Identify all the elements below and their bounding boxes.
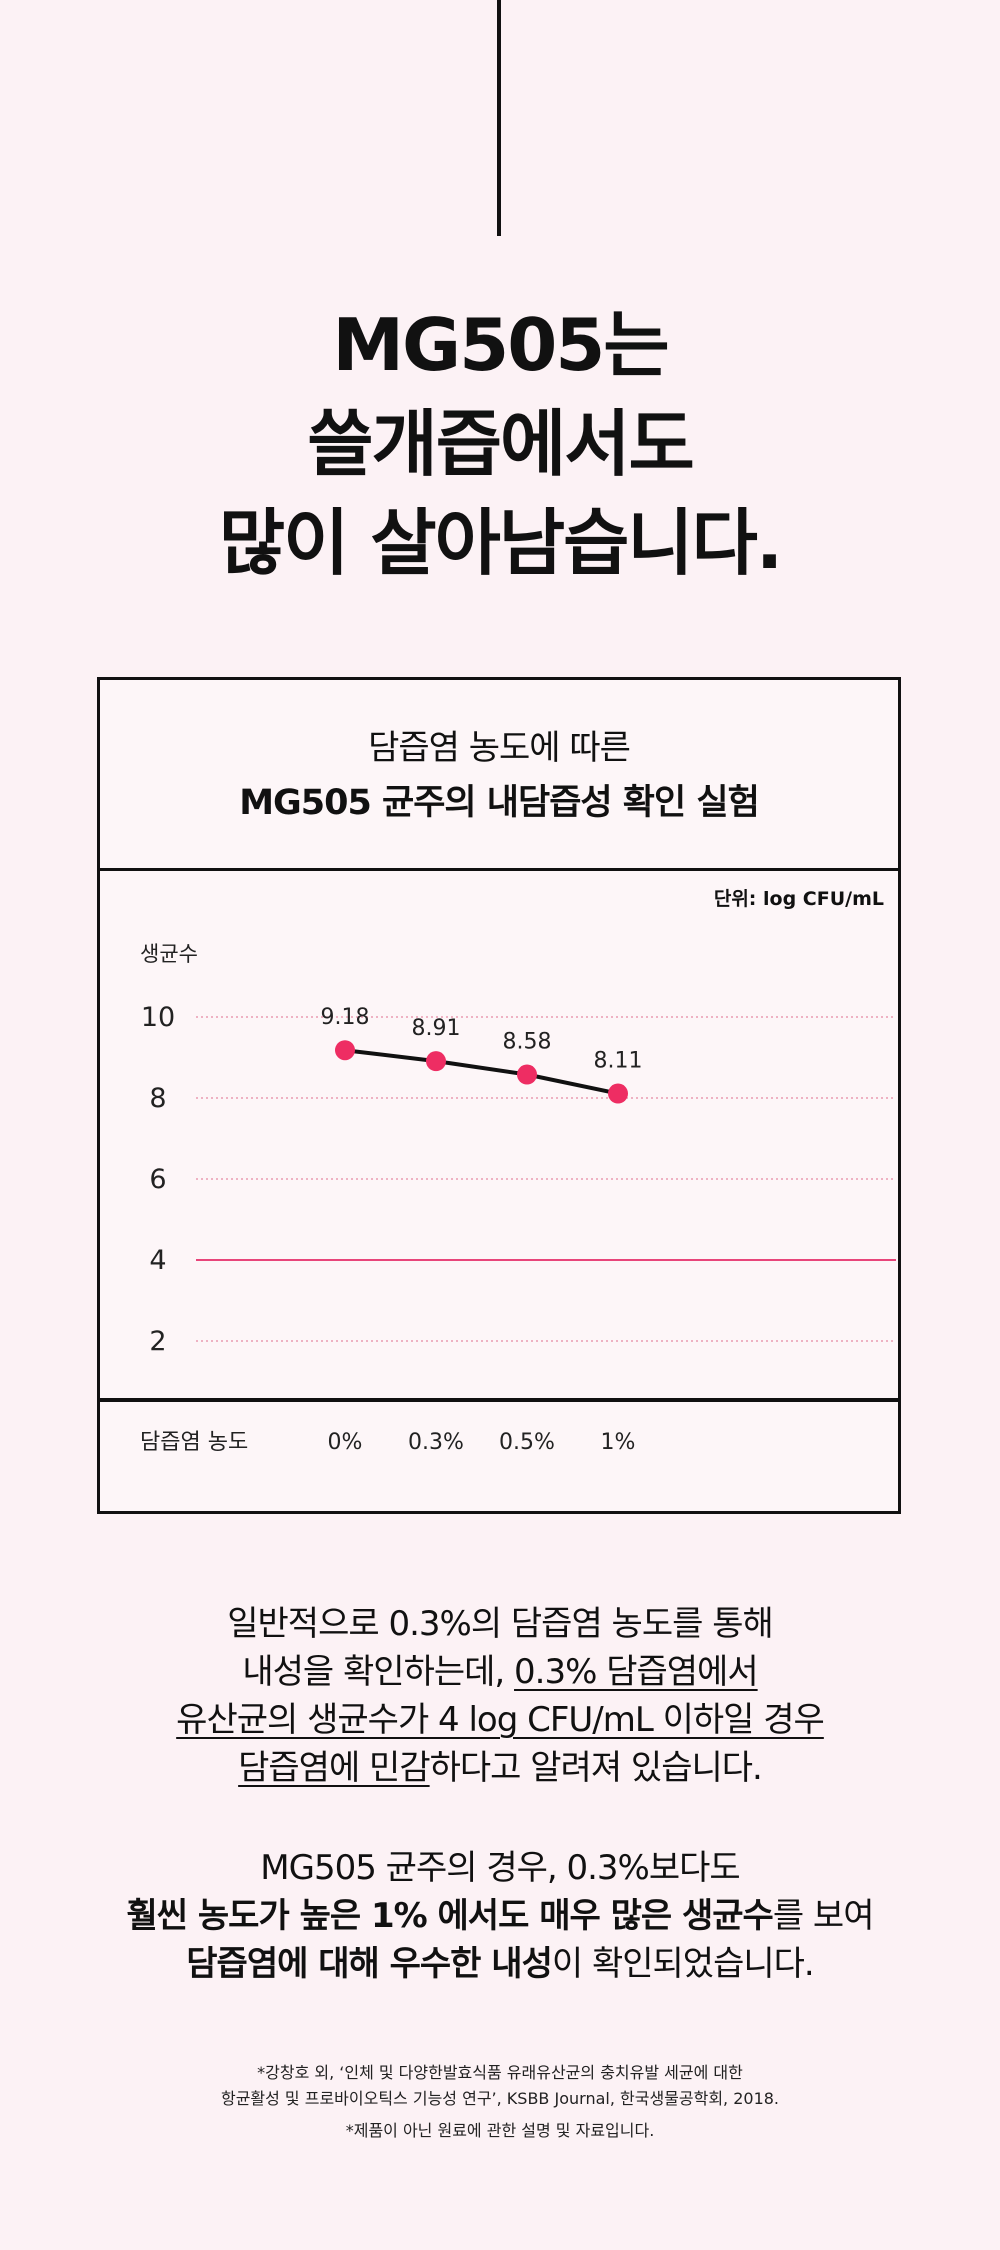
data-label: 9.18 <box>321 1005 370 1030</box>
y-tick-label: 6 <box>149 1164 166 1195</box>
explanation-1-line-2: 내성을 확인하는데, 0.3% 담즙염에서 <box>0 1648 1000 1696</box>
explanation-1-line-3-underline: 유산균의 생균수가 4 log CFU/mL 이하일 경우 <box>176 1700 825 1740</box>
explanation-2-line-3-text: 이 확인되었습니다. <box>551 1944 815 1984</box>
footnote: *강창호 외, ‘인체 및 다양한발효식품 유래유산균의 충치유발 세균에 대한… <box>0 2060 1000 2144</box>
x-tick-label: 0.3% <box>408 1430 464 1455</box>
explanation-2-line-3-bold: 담즙염에 대해 우수한 내성 <box>186 1944 553 1984</box>
explanation-1-line-4-underline: 담즙염에 민감 <box>238 1748 430 1788</box>
y-tick-label: 10 <box>141 1002 175 1033</box>
headline-line-3: 많이 살아남습니다. <box>218 501 783 585</box>
unit-label: 단위: log CFU/mL <box>714 888 884 910</box>
data-point <box>335 1040 355 1061</box>
explanation-2-line-2-text: 를 보여 <box>772 1896 875 1936</box>
top-divider-line <box>497 0 501 236</box>
footnote-line-1: *강창호 외, ‘인체 및 다양한발효식품 유래유산균의 충치유발 세균에 대한 <box>257 2063 743 2082</box>
explanation-2-line-3: 담즙염에 대해 우수한 내성이 확인되었습니다. <box>0 1940 1000 1988</box>
data-label: 8.11 <box>594 1049 643 1074</box>
explanation-2-line-2: 훨씬 농도가 높은 1% 에서도 매우 많은 생균수를 보여 <box>0 1892 1000 1940</box>
chart-title-line-2: MG505 균주의 내담즙성 확인 실험 <box>239 783 760 823</box>
explanation-paragraph-1: 일반적으로 0.3%의 담즙염 농도를 통해 내성을 확인하는데, 0.3% 담… <box>0 1600 1000 1792</box>
explanation-1-line-4: 담즙염에 민감하다고 알려져 있습니다. <box>0 1744 1000 1792</box>
explanation-2-line-2-bold: 훨씬 농도가 높은 1% 에서도 매우 많은 생균수 <box>126 1896 774 1936</box>
y-tick-label: 2 <box>149 1326 166 1357</box>
y-axis-label: 생균수 <box>140 942 198 966</box>
x-axis-label: 담즙염 농도 <box>140 1430 248 1455</box>
explanation-1-line-3: 유산균의 생균수가 4 log CFU/mL 이하일 경우 <box>0 1696 1000 1744</box>
data-label: 8.91 <box>412 1016 461 1041</box>
x-axis-divider <box>100 1398 898 1402</box>
explanation-1-line-2-text: 내성을 확인하는데, <box>242 1652 515 1692</box>
y-tick-label: 4 <box>149 1245 166 1276</box>
explanation-paragraph-2: MG505 균주의 경우, 0.3%보다도 훨씬 농도가 높은 1% 에서도 매… <box>0 1844 1000 1988</box>
footnote-line-2: 항균활성 및 프로바이오틱스 기능성 연구’, KSBB Journal, 한국… <box>220 2089 780 2108</box>
explanation-2-line-1: MG505 균주의 경우, 0.3%보다도 <box>260 1848 740 1888</box>
explanation-1-line-4-text: 하다고 알려져 있습니다. <box>429 1748 763 1788</box>
series-line <box>344 1048 619 1096</box>
y-tick-label: 8 <box>149 1083 166 1114</box>
data-point <box>517 1064 537 1085</box>
line-chart: 단위: log CFU/mL 생균수 10 8 6 4 2 9.18 8.91 8.58 8.… <box>140 888 896 1455</box>
data-point <box>426 1051 446 1072</box>
x-tick-label: 1% <box>601 1430 636 1455</box>
x-tick-label: 0% <box>328 1430 363 1455</box>
footnote-line-3: *제품이 아닌 원료에 관한 설명 및 자료입니다. <box>345 2121 655 2140</box>
chart-panel-header: 담즙염 농도에 따른 MG505 균주의 내담즙성 확인 실험 <box>100 680 898 871</box>
chart-title-line-1: 담즙염 농도에 따른 <box>368 728 631 768</box>
chart-panel: 담즙염 농도에 따른 MG505 균주의 내담즙성 확인 실험 단위: log … <box>97 677 901 1514</box>
data-point <box>608 1083 628 1104</box>
explanation-1-line-2-underline: 0.3% 담즙염에서 <box>514 1652 759 1692</box>
headline: MG505는 쓸개즙에서도 많이 살아남습니다. <box>0 296 1000 593</box>
explanation-1-line-1: 일반적으로 0.3%의 담즙염 농도를 통해 <box>227 1604 774 1644</box>
data-label: 8.58 <box>503 1030 552 1055</box>
x-tick-label: 0.5% <box>499 1430 555 1455</box>
headline-line-1: MG505는 <box>332 303 669 387</box>
headline-line-2: 쓸개즙에서도 <box>307 402 694 486</box>
